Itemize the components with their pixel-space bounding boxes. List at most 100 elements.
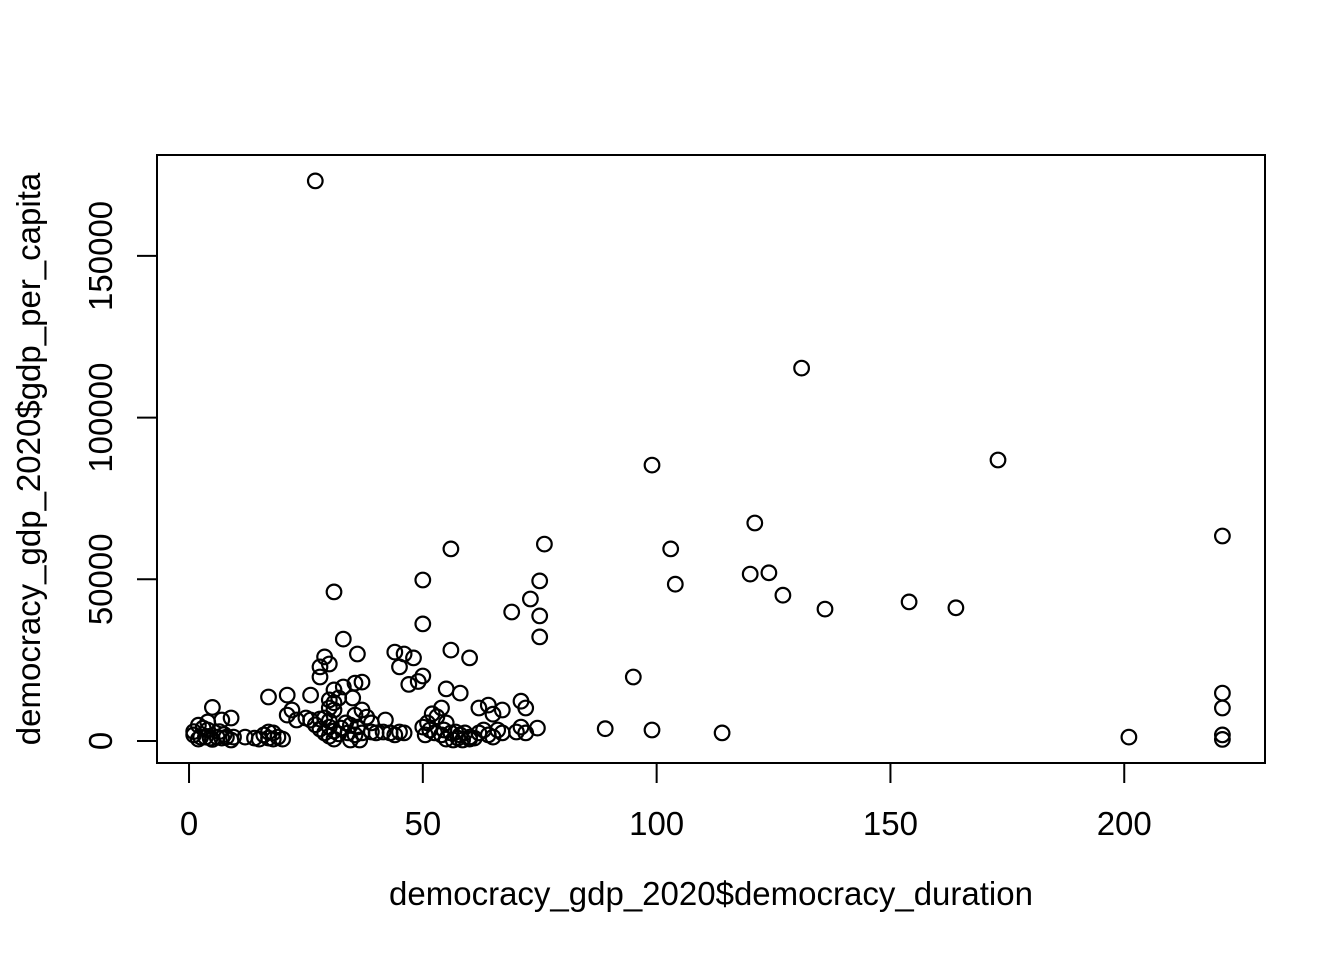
data-point <box>1213 726 1231 744</box>
data-point <box>493 724 511 742</box>
data-point <box>442 641 460 659</box>
y-axis-title: democracy_gdp_2020$gdp_per_capita <box>10 172 47 745</box>
data-point <box>334 678 352 696</box>
data-point <box>947 599 965 617</box>
data-point <box>386 726 404 744</box>
data-point <box>302 686 320 704</box>
data-point <box>624 668 642 686</box>
data-point <box>306 172 324 190</box>
data-point <box>662 540 680 558</box>
y-axis-tick-labels: 0 50000 100000 150000 <box>82 201 119 750</box>
data-point <box>536 535 553 553</box>
data-point <box>1213 684 1231 702</box>
data-point <box>325 730 343 748</box>
data-point <box>437 680 455 698</box>
data-point <box>203 731 221 748</box>
data-point <box>283 701 301 719</box>
data-point <box>1213 699 1231 717</box>
data-point <box>666 575 684 593</box>
data-point <box>320 655 338 673</box>
data-point <box>479 696 497 714</box>
data-point <box>414 667 432 685</box>
data-point <box>493 701 511 719</box>
data-point <box>414 571 432 589</box>
data-point <box>349 645 366 663</box>
data-point <box>793 359 810 377</box>
data-point <box>278 686 296 704</box>
data-point <box>416 726 434 744</box>
x-tick-label: 100 <box>629 805 684 842</box>
data-point <box>353 673 371 691</box>
data-point <box>334 630 352 648</box>
data-point <box>442 540 460 558</box>
x-axis-ticks <box>188 763 1126 783</box>
data-point <box>374 723 392 741</box>
data-point <box>351 731 369 749</box>
data-point <box>1213 731 1231 748</box>
data-point <box>531 628 549 646</box>
data-point <box>192 728 210 746</box>
data-point <box>484 705 502 723</box>
data-point <box>260 688 277 706</box>
data-point <box>225 728 242 746</box>
data-point <box>203 699 221 716</box>
data-point <box>386 643 404 661</box>
data-point <box>414 615 432 633</box>
data-point <box>346 726 364 744</box>
data-point <box>746 514 764 532</box>
data-point <box>264 730 282 748</box>
data-point <box>325 583 343 601</box>
data-point <box>461 649 479 667</box>
y-tick-label: 150000 <box>82 201 119 311</box>
data-point <box>517 699 535 717</box>
data-point <box>643 721 661 739</box>
y-tick-label: 100000 <box>82 363 119 473</box>
data-point <box>311 658 329 676</box>
data-point <box>760 564 778 582</box>
x-axis-title: democracy_gdp_2020$democracy_duration <box>389 875 1033 912</box>
data-point <box>451 684 469 702</box>
data-point <box>344 689 362 707</box>
data-point <box>405 649 422 667</box>
y-tick-label: 0 <box>82 732 119 750</box>
data-point <box>391 658 408 676</box>
data-point <box>274 730 292 748</box>
data-point <box>433 699 450 717</box>
y-tick-label: 50000 <box>82 533 119 625</box>
data-point <box>713 724 731 742</box>
data-point <box>409 673 427 690</box>
data-point <box>774 586 792 604</box>
data-point <box>989 451 1007 469</box>
data-point <box>503 603 521 621</box>
data-point <box>395 724 413 742</box>
data-point <box>278 706 296 724</box>
data-point <box>222 731 240 749</box>
data-point <box>325 681 343 699</box>
data-point <box>900 593 918 611</box>
data-point <box>1213 527 1231 545</box>
data-point <box>222 709 240 727</box>
x-tick-label: 0 <box>180 805 198 842</box>
data-point <box>400 676 418 693</box>
data-point <box>342 731 359 749</box>
data-point <box>531 572 549 590</box>
data-points <box>185 172 1231 749</box>
data-point <box>522 590 539 608</box>
data-point <box>816 600 834 618</box>
data-point <box>484 728 502 746</box>
data-point <box>444 731 462 749</box>
data-point <box>325 694 343 712</box>
x-tick-label: 150 <box>863 805 918 842</box>
x-axis-tick-labels: 0 50 100 150 200 <box>180 805 1152 842</box>
data-point <box>437 730 455 748</box>
x-tick-label: 200 <box>1097 805 1152 842</box>
data-point <box>517 724 535 742</box>
y-axis-ticks <box>137 254 157 743</box>
data-point <box>302 711 320 729</box>
data-point <box>596 720 614 738</box>
data-point <box>741 565 759 583</box>
data-point <box>454 731 472 749</box>
data-point <box>1120 728 1138 746</box>
